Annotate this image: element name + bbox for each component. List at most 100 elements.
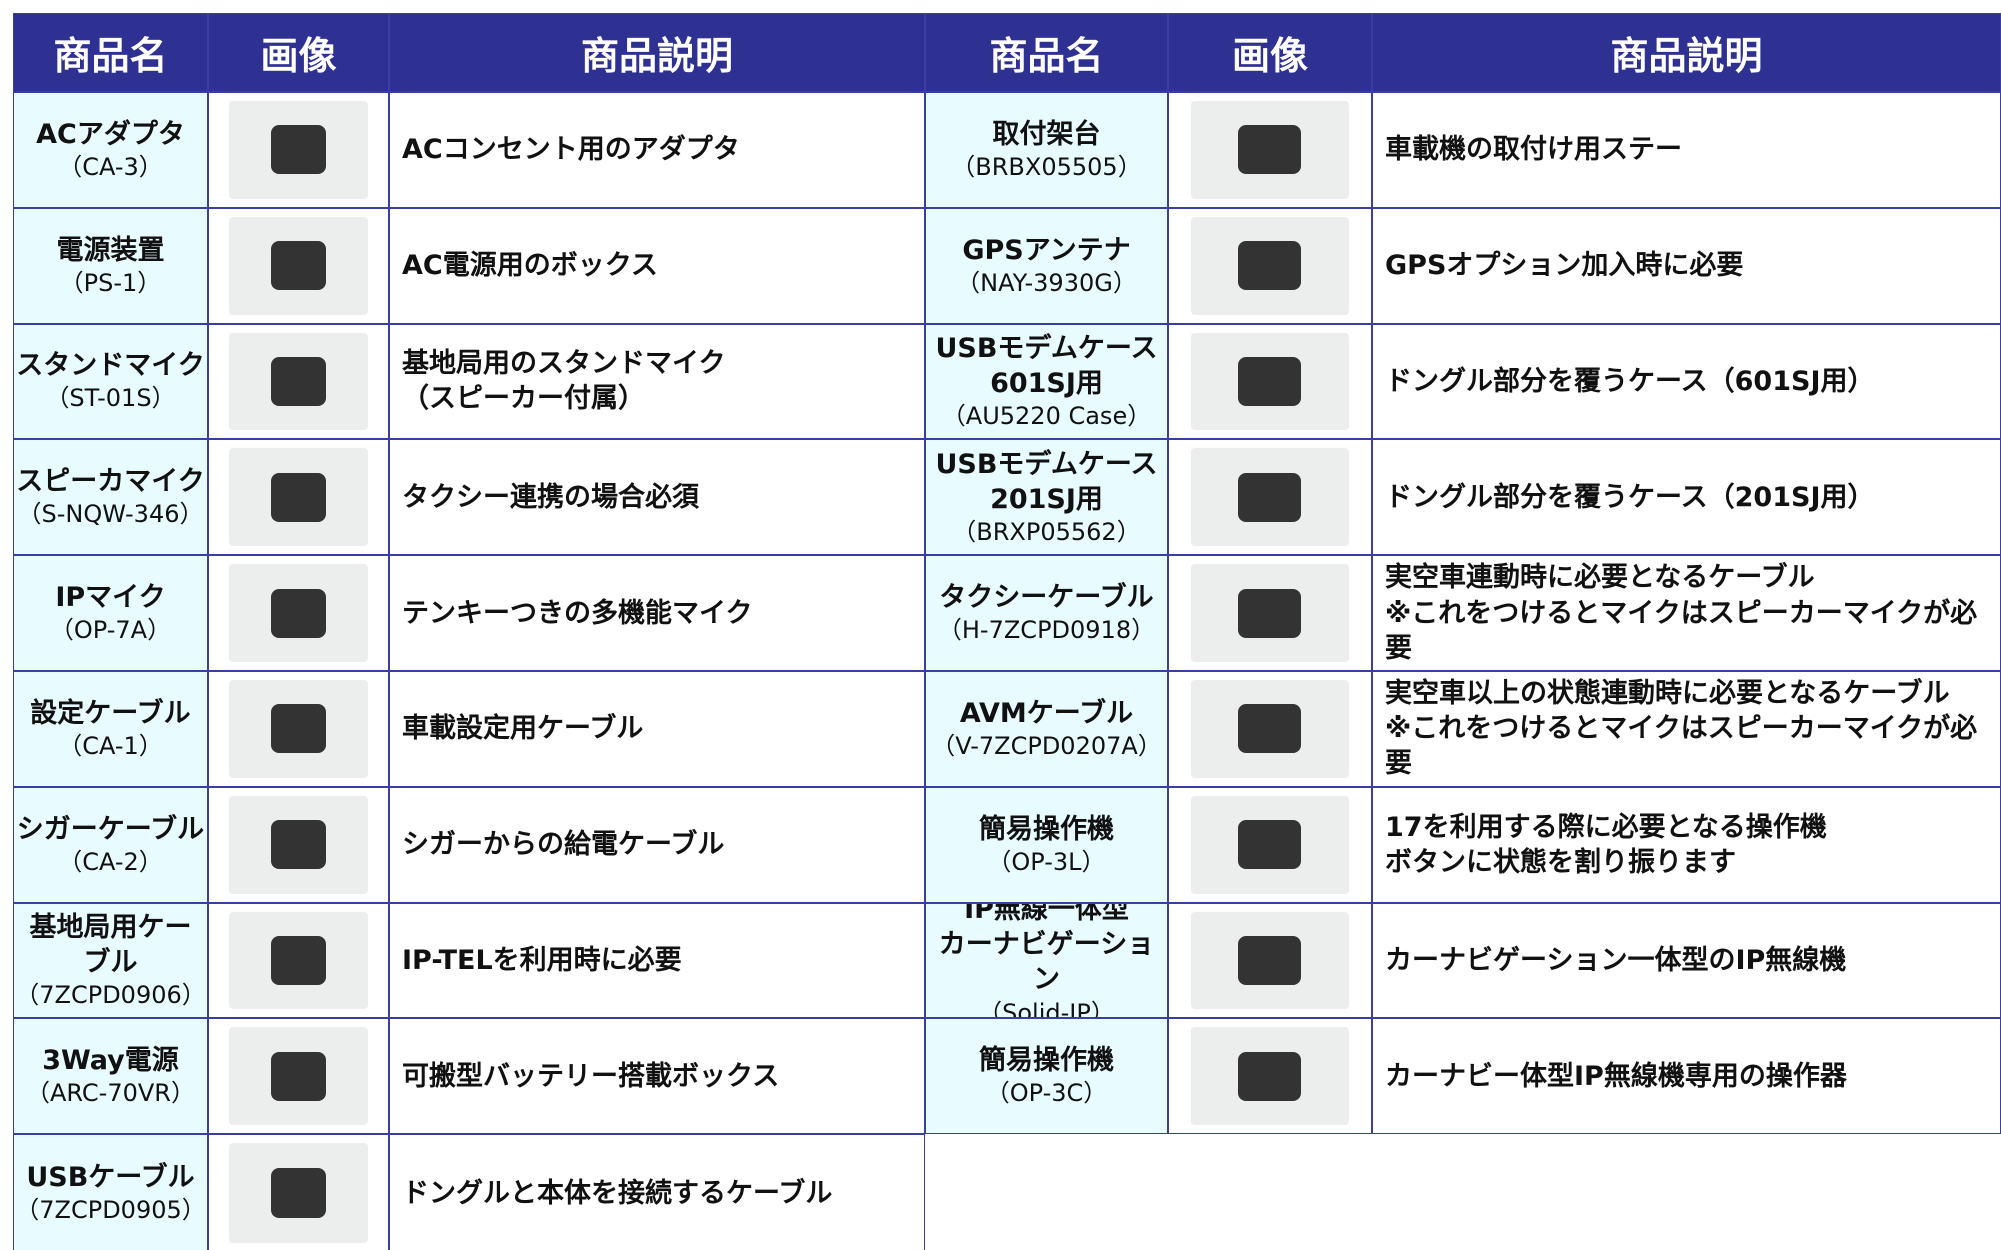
description-text: カーナビゲーション一体型のIP無線機 <box>1385 944 1847 976</box>
product-image <box>228 216 369 315</box>
model-number: （BRBX05505） <box>951 152 1142 181</box>
description-text: カーナビー体型IP無線機専用の操作器 <box>1385 1060 1847 1092</box>
description-text: ※これをつけるとマイクはスピーカーマイクが必要 <box>1385 597 1978 664</box>
product-name: AVMケーブル <box>959 697 1134 729</box>
name-cell: USBケーブル （7ZCPD0905） <box>13 1134 208 1250</box>
image-cell <box>1168 902 1372 1019</box>
product-image <box>1191 448 1349 547</box>
description-cell: カーナビゲーション一体型のIP無線機 <box>1372 902 2001 1019</box>
product-image <box>1191 1027 1349 1126</box>
product-image <box>228 911 369 1010</box>
image-cell <box>208 555 389 671</box>
description-text: 基地局用のスタンドマイク <box>402 348 726 380</box>
description-text: ボタンに状態を割り振ります <box>1385 846 1736 878</box>
description-cell: カーナビー体型IP無線機専用の操作器 <box>1372 1018 2001 1135</box>
header-text: 商品名 <box>53 34 168 78</box>
description-text: テンキーつきの多機能マイク <box>402 597 753 629</box>
product-name: 取付架台 <box>992 118 1101 150</box>
product-name: 設定ケーブル <box>30 697 191 729</box>
image-cell <box>208 92 389 208</box>
name-cell: IPマイク （OP-7A） <box>13 555 208 671</box>
product-name: カーナビゲーション <box>938 929 1155 996</box>
product-name: USBケーブル <box>26 1161 195 1193</box>
name-cell: タクシーケーブル （H-7ZCPD0918） <box>925 555 1168 671</box>
image-cell <box>1168 207 1372 324</box>
model-number: （ARC-70VR） <box>26 1079 195 1108</box>
product-name: USBモデムケース <box>935 448 1158 480</box>
name-cell: 簡易操作機 （OP-3C） <box>925 1018 1168 1135</box>
product-image <box>1191 795 1349 894</box>
description-text: 車載設定用ケーブル <box>402 713 644 745</box>
image-cell <box>208 439 389 556</box>
description-text: 実空車以上の状態連動時に必要となるケーブル <box>1385 678 1950 710</box>
product-name: 簡易操作機 <box>979 1045 1114 1077</box>
description-cell: 可搬型バッテリー搭載ボックス <box>389 1018 925 1135</box>
image-cell <box>1168 1018 1372 1135</box>
model-number: （7ZCPD0905） <box>15 1196 206 1225</box>
image-cell <box>1168 323 1372 440</box>
description-cell: テンキーつきの多機能マイク <box>389 555 925 671</box>
product-name: ブル <box>83 946 138 978</box>
model-number: （OP-3C） <box>985 1079 1108 1108</box>
image-cell <box>1168 786 1372 903</box>
product-name: 簡易操作機 <box>979 813 1114 845</box>
description-cell: 実空車連動時に必要となるケーブル ※これをつけるとマイクはスピーカーマイクが必要 <box>1372 555 2001 671</box>
description-text: 車載機の取付け用ステー <box>1385 134 1682 166</box>
product-image <box>1191 100 1349 199</box>
image-cell <box>1168 555 1372 671</box>
description-text: シガーからの給電ケーブル <box>402 829 725 861</box>
product-image <box>1191 564 1349 663</box>
image-cell <box>208 671 389 787</box>
product-image <box>1191 216 1349 315</box>
description-cell: IP-TELを利用時に必要 <box>389 902 925 1019</box>
image-cell <box>1168 92 1372 208</box>
description-text: （スピーカー付属） <box>402 383 645 415</box>
description-text: AC電源用のボックス <box>402 250 658 282</box>
model-number: （S-NQW-346） <box>17 500 204 529</box>
name-cell: シガーケーブル （CA-2） <box>13 786 208 903</box>
description-text: タクシー連携の場合必須 <box>402 481 699 513</box>
model-number: （OP-7A） <box>49 616 172 645</box>
name-cell: USBモデムケース 201SJ用 （BRXP05562） <box>925 439 1168 556</box>
product-name: 201SJ用 <box>990 483 1103 515</box>
description-cell: 車載設定用ケーブル <box>389 671 925 787</box>
header-text: 商品説明 <box>580 34 733 78</box>
description-cell: 基地局用のスタンドマイク （スピーカー付属） <box>389 323 925 440</box>
product-image <box>228 795 369 894</box>
description-cell: タクシー連携の場合必須 <box>389 439 925 556</box>
name-cell: 簡易操作機 （OP-3L） <box>925 786 1168 903</box>
description-text: ドングル部分を覆うケース（601SJ用） <box>1385 365 1875 397</box>
product-name: 3Way電源 <box>42 1045 179 1077</box>
product-image <box>228 332 369 431</box>
name-cell: GPSアンテナ （NAY-3930G） <box>925 207 1168 324</box>
description-text: 実空車連動時に必要となるケーブル <box>1385 562 1815 594</box>
description-text: IP-TELを利用時に必要 <box>402 944 682 976</box>
description-text: ドングル部分を覆うケース（201SJ用） <box>1385 481 1875 513</box>
image-cell <box>208 1018 389 1135</box>
name-cell: IP無線一体型 カーナビゲーション （Solid-IP） <box>925 902 1168 1019</box>
description-cell: 実空車以上の状態連動時に必要となるケーブル ※これをつけるとマイクはスピーカーマイ… <box>1372 671 2001 787</box>
header-cell: 商品説明 <box>389 13 925 92</box>
name-cell: ACアダプタ （CA-3） <box>13 92 208 208</box>
description-cell: 車載機の取付け用ステー <box>1372 92 2001 208</box>
name-cell: 基地局用ケー ブル （7ZCPD0906） <box>13 902 208 1019</box>
description-text: ※これをつけるとマイクはスピーカーマイクが必要 <box>1385 713 1978 780</box>
model-number: （CA-1） <box>58 731 163 760</box>
description-text: 17を利用する際に必要となる操作機 <box>1385 811 1827 843</box>
description-text: ACコンセント用のアダプタ <box>402 134 740 166</box>
header-text: 商品説明 <box>1610 34 1763 78</box>
product-image <box>228 1027 369 1126</box>
name-cell: 電源装置 （PS-1） <box>13 207 208 324</box>
model-number: （AU5220 Case） <box>941 401 1152 430</box>
image-cell <box>208 786 389 903</box>
header-cell: 商品名 <box>925 13 1168 92</box>
name-cell: USBモデムケース 601SJ用 （AU5220 Case） <box>925 323 1168 440</box>
header-cell: 画像 <box>208 13 389 92</box>
header-cell: 画像 <box>1168 13 1372 92</box>
description-cell: GPSオプション加入時に必要 <box>1372 207 2001 324</box>
product-image <box>228 679 369 778</box>
product-image <box>228 100 369 199</box>
model-number: （V-7ZCPD0207A） <box>931 731 1162 760</box>
model-number: （NAY-3930G） <box>956 268 1137 297</box>
product-name: タクシーケーブル <box>939 581 1154 613</box>
